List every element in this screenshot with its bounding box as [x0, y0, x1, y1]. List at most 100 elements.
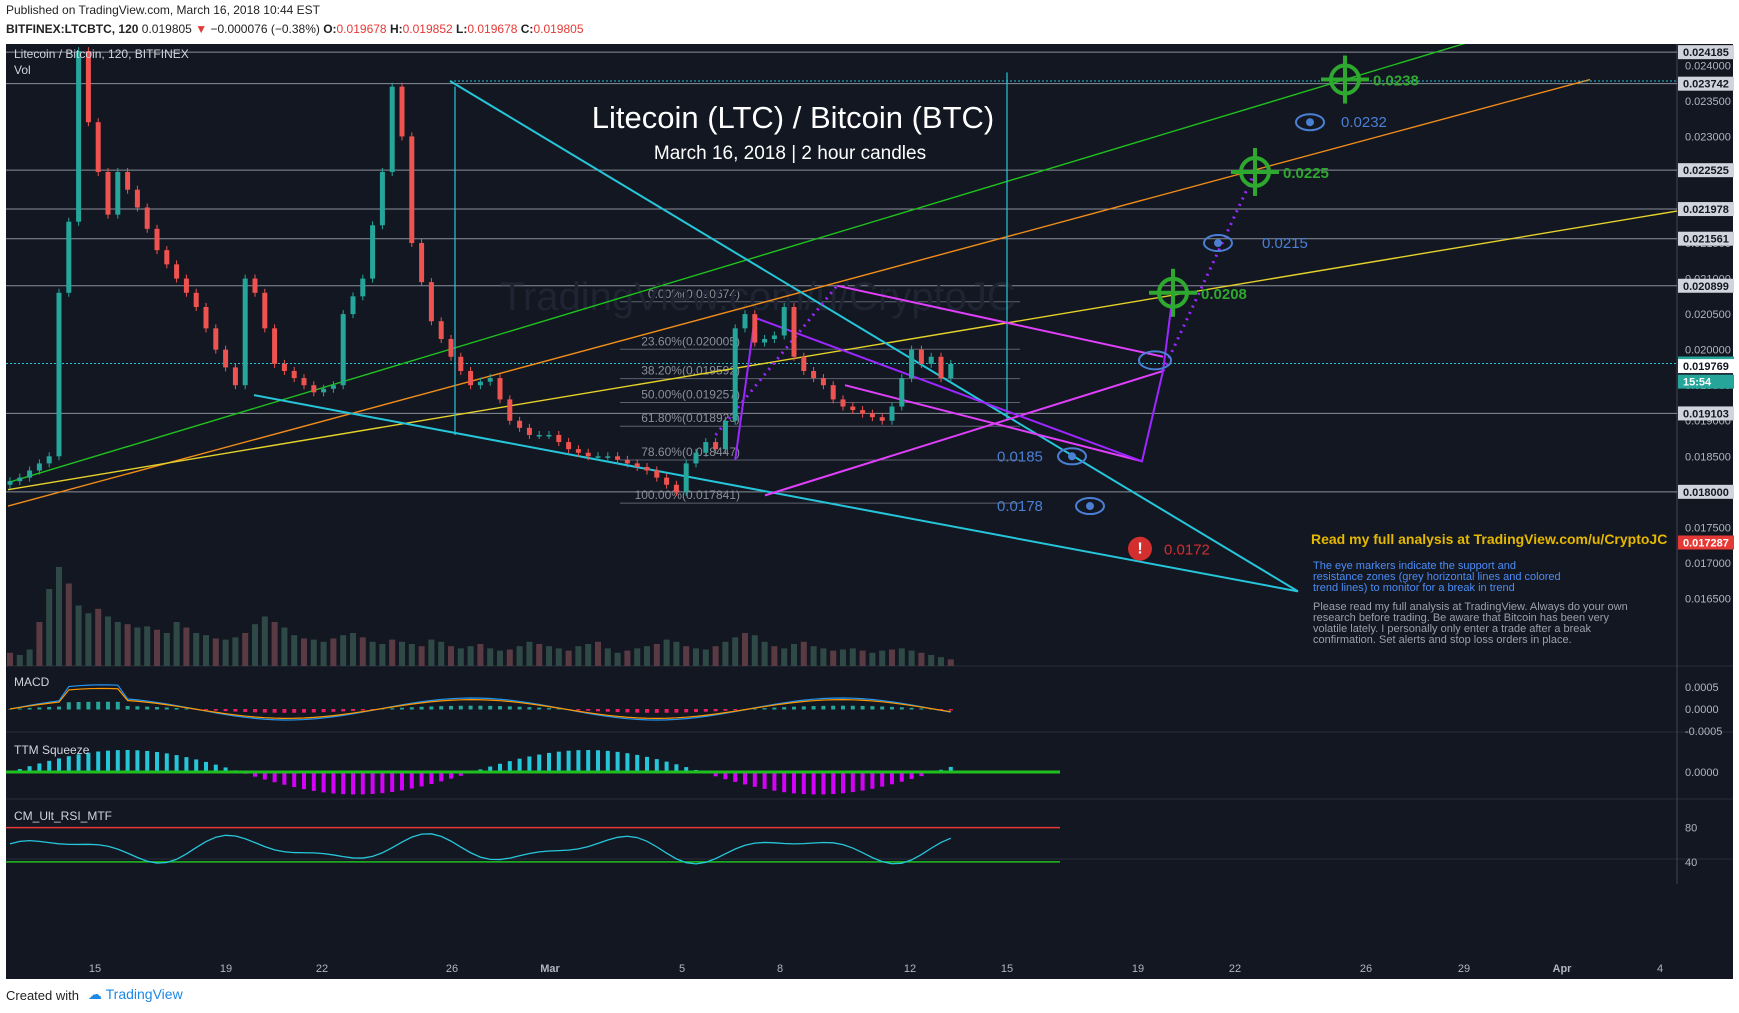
- volume-bar: [75, 605, 82, 666]
- candle-body: [85, 51, 91, 123]
- candle-body: [223, 349, 229, 368]
- macd-histogram-bar: [537, 707, 542, 710]
- volume-bar: [261, 616, 268, 666]
- volume-bar: [154, 629, 160, 666]
- ttm-histogram-bar: [556, 751, 561, 773]
- macd-histogram-bar: [733, 709, 738, 711]
- ttm-histogram-bar: [47, 760, 52, 773]
- price-badge-label: 0.022525: [1683, 165, 1729, 177]
- volume-bar: [212, 638, 219, 666]
- ttm-histogram-bar: [880, 772, 885, 787]
- candle-body: [379, 171, 385, 226]
- high-value: 0.019852: [402, 22, 453, 36]
- volume-bar: [820, 648, 827, 666]
- cyan-resistance-line: [449, 80, 1299, 593]
- fib-label: 38.20%(0.019592): [641, 364, 740, 378]
- volume-bar: [604, 648, 611, 666]
- open-value: 0.019678: [336, 22, 387, 36]
- macd-histogram-bar: [635, 709, 640, 713]
- eye-icon: [1295, 113, 1325, 132]
- macd-histogram-bar: [351, 709, 355, 711]
- macd-histogram-bar: [380, 708, 385, 710]
- macd-histogram-bar: [204, 709, 208, 711]
- price-axis[interactable]: 0.0240000.0235000.0230000.0225000.022000…: [1678, 45, 1734, 869]
- macd-histogram-bar: [909, 707, 914, 710]
- macd-histogram-bar: [17, 708, 22, 710]
- volume-bar: [369, 641, 376, 666]
- drawing-tools[interactable]: [7, 44, 1678, 593]
- candle-body: [791, 307, 797, 357]
- candle-body: [683, 463, 689, 492]
- ttm-histogram-bar: [792, 772, 796, 794]
- candle-body: [281, 363, 287, 371]
- disclaimer-line-3: volatile lately. I personally only enter…: [1313, 623, 1592, 635]
- ttm-histogram-bar: [86, 752, 91, 773]
- price-badge-label: 0.017287: [1683, 538, 1729, 550]
- candle-body: [487, 378, 493, 382]
- ttm-histogram-bar: [125, 750, 130, 773]
- volume-bar: [379, 644, 386, 666]
- volume-bar: [487, 648, 494, 666]
- volume-bar: [938, 657, 944, 666]
- ttm-histogram-bar: [106, 750, 110, 773]
- macd-histogram-bar: [596, 709, 600, 712]
- volume-bar: [36, 622, 43, 666]
- macd-histogram-bar: [615, 709, 620, 713]
- price-tick-label: 0.023500: [1685, 96, 1731, 108]
- macd-histogram-bar: [243, 709, 248, 712]
- ttm-histogram-bar: [645, 756, 649, 773]
- macd-histogram-bar: [302, 709, 306, 713]
- volume-bar: [114, 622, 121, 666]
- macd-histogram-bar: [213, 709, 218, 711]
- volume-bar: [46, 589, 53, 666]
- macd-histogram-bar: [184, 708, 189, 710]
- magenta-support-line: [764, 370, 1164, 497]
- time-tick-label: Mar: [540, 963, 560, 975]
- candle-body: [605, 456, 611, 458]
- candle-body: [203, 307, 209, 329]
- candle-body: [634, 463, 640, 467]
- macd-histogram-bar: [527, 707, 532, 710]
- ttm-histogram-bar: [341, 772, 346, 795]
- target-label: 0.0208: [1201, 286, 1247, 303]
- macd-histogram-bar: [919, 708, 924, 710]
- volume-bar: [56, 567, 62, 666]
- volume-bar: [408, 644, 415, 666]
- time-axis[interactable]: 15 19 22 26 Mar 5 8 12 15 19 22 26 29 Apr 4: [89, 963, 1663, 975]
- macd-histogram-bar: [478, 705, 483, 710]
- price-tick-label: 0.017000: [1685, 558, 1731, 570]
- volume-bar: [85, 613, 92, 666]
- macd-histogram-bar: [164, 707, 169, 710]
- candle-body: [36, 463, 42, 471]
- candle-body: [213, 328, 219, 350]
- price-tick-label: 0.017500: [1685, 522, 1731, 534]
- ttm-histogram-bar: [223, 767, 228, 773]
- candle-body: [517, 420, 523, 428]
- volume-bar: [536, 644, 543, 666]
- volume-bar: [742, 633, 748, 666]
- candle-body: [771, 335, 777, 339]
- macd-histogram-bar: [850, 705, 855, 710]
- ttm-histogram-bar: [537, 754, 542, 773]
- ttm-histogram-bar: [605, 750, 610, 773]
- magenta-resistance-line: [836, 284, 1164, 358]
- tradingview-logo[interactable]: ☁ TradingView: [88, 986, 183, 1003]
- macd-histogram-bar: [625, 709, 630, 713]
- disclaimer-line-4: confirmation. Set alerts and stop loss o…: [1313, 634, 1572, 646]
- footer-bar: Created with ☁ TradingView: [0, 980, 1739, 1013]
- macd-histogram-bar: [468, 705, 473, 710]
- macd-histogram-bar: [115, 701, 120, 710]
- trading-chart[interactable]: 0.00%(0.020674) 23.60%(0.020005) 38.20%(0.…: [0, 44, 1739, 980]
- candle-body: [66, 221, 72, 293]
- ttm-histogram-bar: [625, 753, 630, 773]
- ttm-histogram-bar: [517, 758, 522, 773]
- volume-bar: [732, 637, 739, 666]
- candle-body: [350, 296, 356, 315]
- macd-histogram-bar: [419, 706, 424, 710]
- macd-histogram-bar: [145, 706, 150, 710]
- candle-body: [664, 477, 670, 485]
- volume-bar: [653, 644, 660, 666]
- volume-bar: [428, 639, 435, 666]
- open-label: O:: [323, 22, 337, 36]
- eye-note-line-2: resistance zones (grey horizontal lines …: [1313, 571, 1561, 583]
